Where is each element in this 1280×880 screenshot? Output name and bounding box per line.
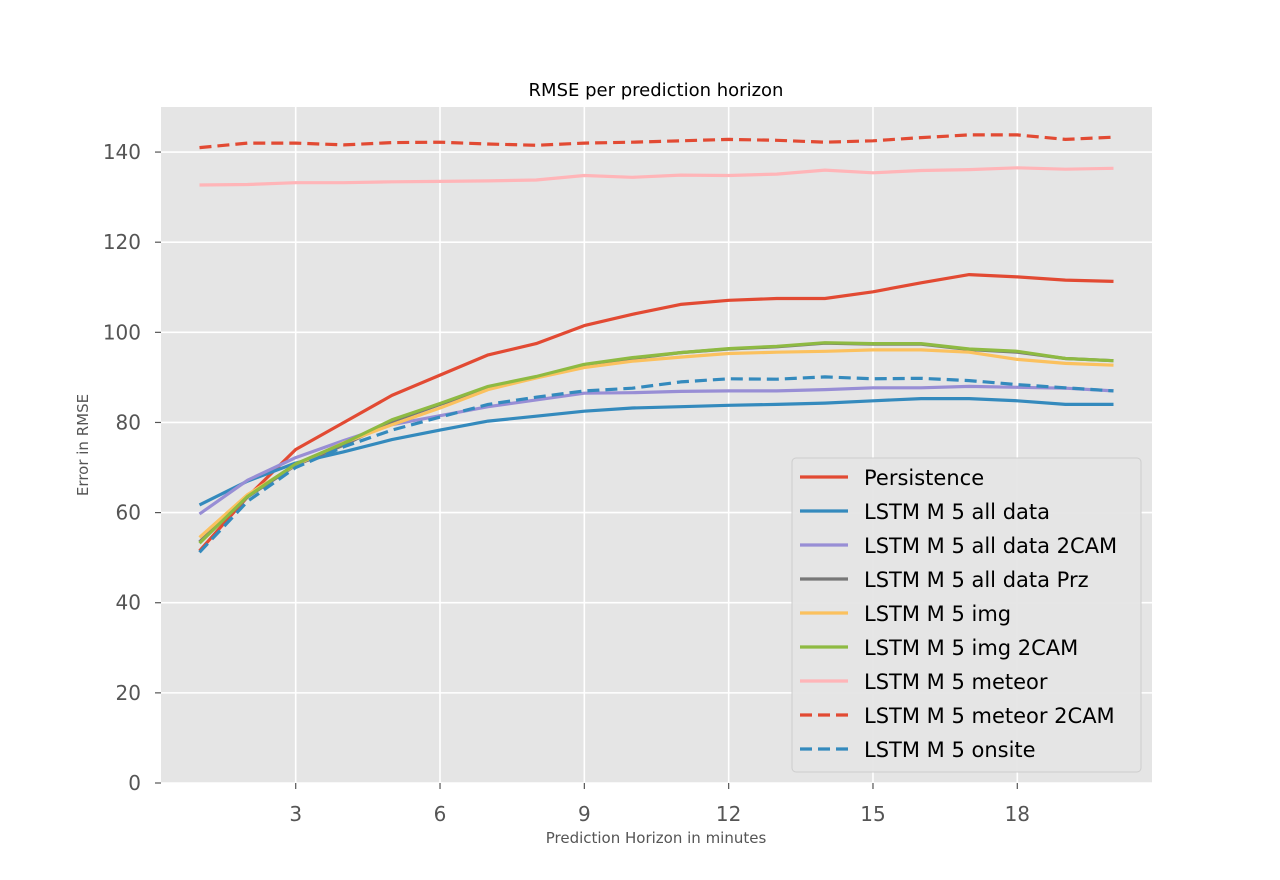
series-line-6 xyxy=(198,341,1114,545)
x-tick-label: 9 xyxy=(578,802,591,826)
y-axis: 0 20 40 60 80 100 120 140 xyxy=(103,140,161,795)
y-tick-label: 80 xyxy=(116,410,141,434)
series-line-1 xyxy=(198,273,1114,552)
series-line-8 xyxy=(199,133,1114,150)
legend-label: LSTM M 5 img 2CAM xyxy=(864,636,1078,660)
x-tick-label: 15 xyxy=(860,802,885,826)
legend-label: LSTM M 5 all data xyxy=(864,500,1050,524)
legend-label: LSTM M 5 all data Prz xyxy=(864,568,1089,592)
legend: Persistence LSTM M 5 all data LSTM M 5 all… xyxy=(791,457,1142,773)
x-tick-label: 3 xyxy=(289,802,302,826)
legend-label: Persistence xyxy=(864,466,984,490)
y-tick-label: 100 xyxy=(103,320,141,344)
legend-label: LSTM M 5 onsite xyxy=(864,738,1036,762)
legend-label: LSTM M 5 meteor xyxy=(864,670,1048,694)
x-tick-label: 18 xyxy=(1005,802,1030,826)
legend-label: LSTM M 5 img xyxy=(864,602,1011,626)
x-axis: 3 6 9 12 15 18 xyxy=(289,783,1030,826)
legend-label: LSTM M 5 meteor 2CAM xyxy=(864,704,1115,728)
y-tick-label: 20 xyxy=(116,681,141,705)
y-tick-label: 60 xyxy=(116,501,141,525)
series-line-7 xyxy=(199,166,1114,187)
y-tick-label: 0 xyxy=(128,771,141,795)
series-line-9 xyxy=(198,375,1114,554)
x-tick-label: 12 xyxy=(716,802,741,826)
legend-label: LSTM M 5 all data 2CAM xyxy=(864,534,1117,558)
y-tick-label: 140 xyxy=(103,140,141,164)
legend-box xyxy=(791,457,1142,773)
grid-lines xyxy=(161,107,1152,784)
y-tick-label: 40 xyxy=(116,591,141,615)
y-axis-label: Error in RMSE xyxy=(74,394,92,496)
y-tick-label: 120 xyxy=(103,230,141,254)
series-line-2 xyxy=(198,397,1114,507)
x-tick-label: 6 xyxy=(434,802,447,826)
chart-title: RMSE per prediction horizon xyxy=(529,80,784,101)
x-axis-label: Prediction Horizon in minutes xyxy=(546,829,767,847)
series-lines xyxy=(198,133,1114,554)
